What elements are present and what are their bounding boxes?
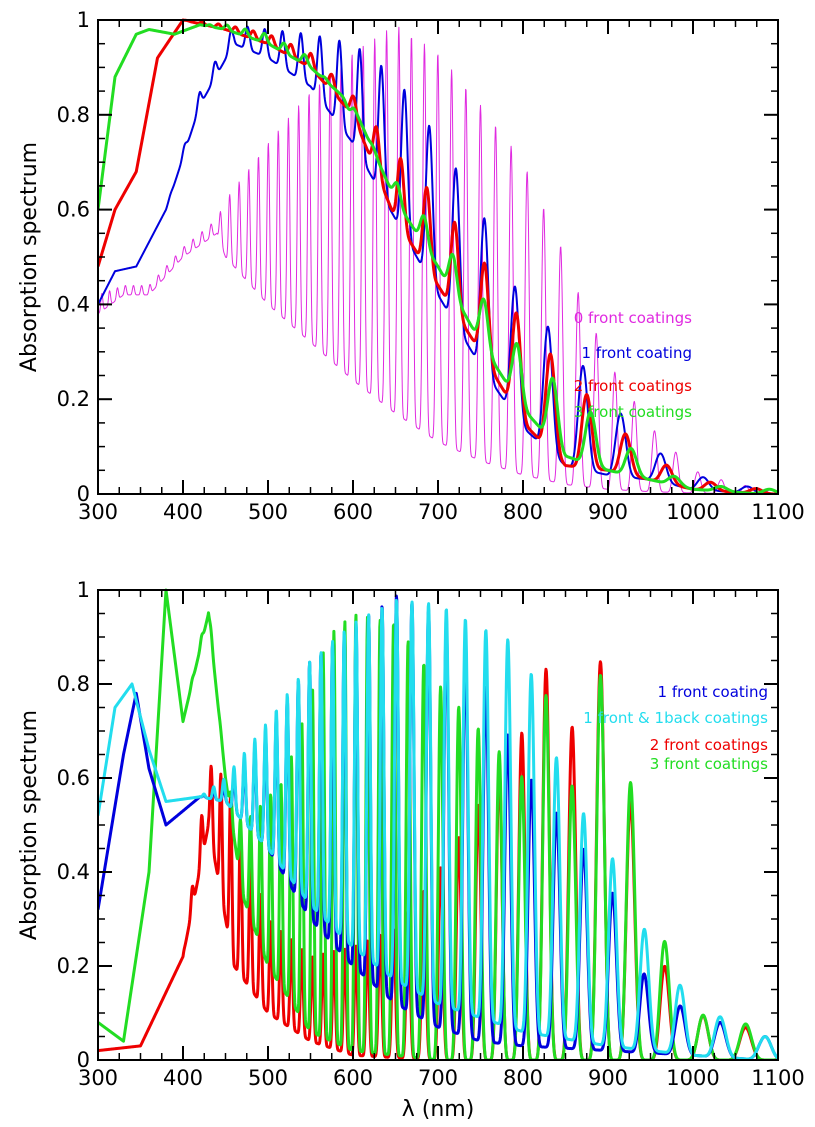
x-tick-label: 800 [503,1066,543,1090]
series-line-1 [98,588,778,1060]
series-line-1 [98,25,778,494]
y-tick-label: 0 [77,482,90,506]
x-tick-label: 900 [588,1066,628,1090]
y-tick-label: 0.2 [57,954,90,978]
bottom-chart: 300 400 500 600 700 800 900 1000 1100 0 0.2 0.4 0.6 0… [17,578,805,1122]
legend-entry: 0 front coatings [574,309,692,327]
x-tick-label: 400 [163,1066,203,1090]
x-tick-label: 600 [333,1066,373,1090]
legend-entry: 1 front coating [582,344,692,362]
x-tick-label: 500 [248,500,288,524]
top-chart: 300 400 500 600 700 800 900 1000 1100 0 0.2 0.4 0.6 0… [17,8,805,524]
series-line-0 [98,26,778,494]
y-tick-label: 0.6 [57,766,90,790]
y-axis-label: Absorption spectrum [17,142,42,372]
x-tick-label: 300 [78,1066,118,1090]
legend-entry: 1 front & 1back coatings [583,709,768,727]
y-tick-label: 0.6 [57,198,90,222]
legend-entry: 2 front coatings [650,736,768,754]
x-tick-label: 500 [248,1066,288,1090]
legend-entry: 3 front coatings [574,403,692,421]
x-tick-label: 700 [418,1066,458,1090]
x-tick-label: 300 [78,500,118,524]
x-tick-label: 700 [418,500,458,524]
x-tick-label: 1100 [751,500,804,524]
series-group [98,588,778,1060]
y-tick-label: 0.8 [57,672,90,696]
y-axis-label: Absorption spectrum [17,710,42,940]
x-tick-label: 800 [503,500,543,524]
series-line-3 [98,23,778,494]
y-tick-label: 0.2 [57,387,90,411]
x-tick-label: 600 [333,500,373,524]
y-tick-label: 0 [77,1048,90,1072]
legend-entry: 2 front coatings [574,377,692,395]
y-tick-label: 0.4 [57,860,90,884]
series-line-3 [98,598,778,1060]
x-tick-label: 1000 [666,1066,719,1090]
x-tick-label: 1100 [751,1066,804,1090]
legend-entry: 1 front coating [658,683,768,701]
x-tick-label: 900 [588,500,628,524]
x-tick-label: 1000 [666,500,719,524]
y-tick-label: 1 [77,578,90,602]
x-axis-label: λ (nm) [402,1097,475,1122]
y-tick-label: 0.8 [57,103,90,127]
series-group [98,18,778,494]
legend-entry: 3 front coatings [650,755,768,773]
x-tick-label: 400 [163,500,203,524]
y-tick-label: 0.4 [57,292,90,316]
y-tick-label: 1 [77,8,90,32]
